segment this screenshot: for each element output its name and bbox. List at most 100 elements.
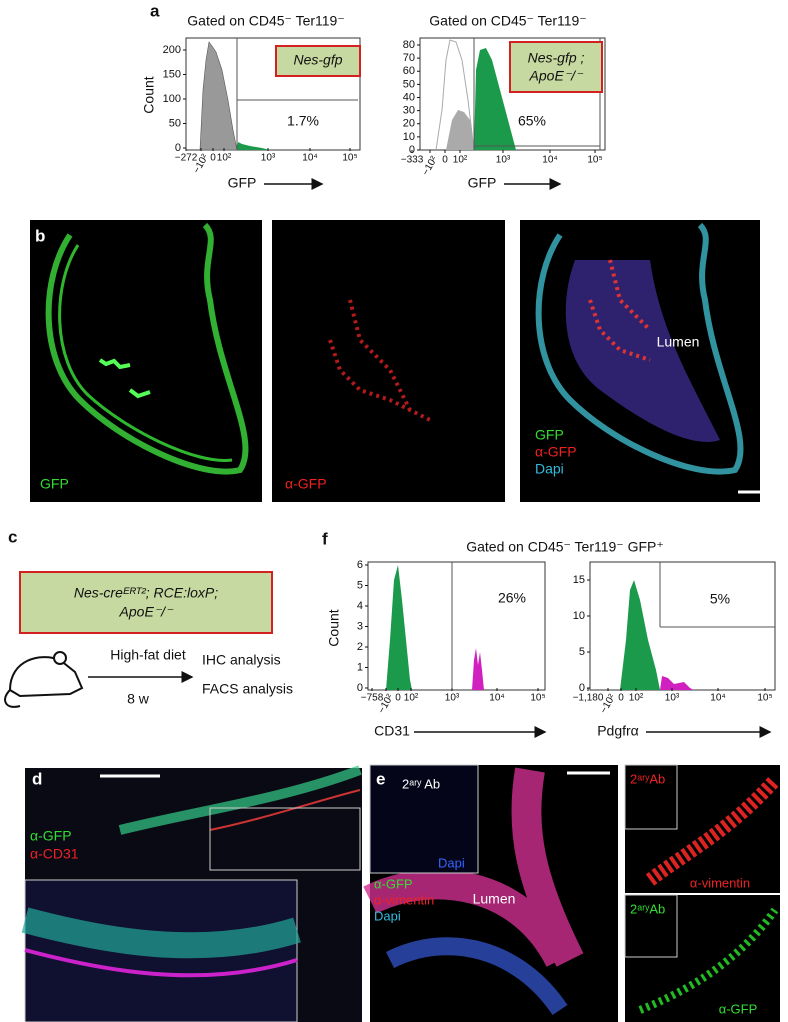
sample-name: Nes-gfp (293, 52, 342, 68)
y-axis-label: Count (141, 76, 157, 113)
x-tick-label: 10⁵ (342, 153, 357, 164)
x-tick-label: 10⁵ (757, 693, 772, 704)
y-tick-label: 10 (403, 131, 415, 143)
y-tick-label: 6 (357, 559, 363, 571)
y-tick-label: 0 (175, 142, 181, 154)
legend-entry: GFP (535, 427, 564, 443)
x-tick-label: 10⁵ (530, 693, 545, 704)
inset-stain: α-GFP (719, 1001, 758, 1016)
x-tick-label: 10³ (496, 155, 511, 166)
y-tick-label: 15 (573, 574, 585, 586)
histogram-a-right (419, 37, 606, 151)
x-tick-label: 10⁴ (542, 155, 557, 166)
x-axis-label: GFP (468, 175, 497, 191)
gate-percent: 5% (710, 591, 730, 607)
y-axis-label: Count (326, 609, 342, 646)
x-tick-label: −1,180 (573, 693, 604, 704)
y-tick-label: 3 (357, 620, 363, 632)
x-axis-label: GFP (228, 175, 257, 191)
y-tick-label: 20 (403, 118, 415, 130)
y-tick-label: 0 (357, 682, 363, 694)
y-tick-label: 1 (357, 661, 363, 673)
y-tick-label: 60 (403, 65, 415, 77)
y-tick-label: 50 (169, 117, 181, 129)
panel-c-graphics (4, 571, 273, 708)
x-tick-label: 10² (404, 693, 419, 704)
outcome: IHC analysis (202, 652, 281, 668)
x-tick-label: 10⁴ (302, 153, 317, 164)
image-b-merge (520, 220, 765, 502)
inset-title: 2ᵃʳʸAb (630, 771, 665, 786)
panel-label: e (376, 769, 385, 788)
y-tick-label: 200 (163, 44, 181, 56)
histogram-f-left (367, 561, 546, 691)
x-axis-label: CD31 (374, 723, 410, 739)
x-tick-label: 0 (395, 693, 401, 704)
x-tick-label: 10³ (445, 693, 460, 704)
plot-title: Gated on CD45⁻ Ter119⁻ GFP⁺ (466, 539, 664, 555)
y-tick-label: 80 (403, 39, 415, 51)
diet: High-fat diet (110, 647, 186, 663)
histogram-a-left (185, 37, 361, 151)
duration: 8 w (127, 691, 150, 707)
inset-title: 2ᵃʳʸ Ab (402, 776, 440, 791)
x-tick-label: 10³ (665, 693, 680, 704)
image-label: α-GFP (285, 476, 327, 492)
legend-entry: α-GFP (535, 444, 577, 460)
panel-label: c (8, 527, 17, 546)
x-tick-label: 0 (618, 693, 624, 704)
gate-percent: 65% (518, 113, 546, 129)
gate-percent: 1.7% (287, 113, 319, 129)
y-tick-label: 100 (163, 93, 181, 105)
y-tick-label: 0 (579, 682, 585, 694)
x-tick-label: 0 (210, 153, 216, 164)
sample-name: Nes-gfp ; (528, 50, 585, 66)
legend-entry: α-vimentin (374, 892, 434, 907)
y-tick-label: 2 (357, 641, 363, 653)
inset-stain: α-vimentin (690, 875, 750, 890)
y-tick-label: 0 (409, 144, 415, 156)
image-b-agfp (272, 220, 505, 502)
panel-label: d (32, 769, 42, 788)
y-tick-label: 30 (403, 105, 415, 117)
x-tick-label: −758 (361, 693, 384, 704)
legend-entry: α-GFP (30, 828, 72, 844)
x-tick-label: 10⁴ (710, 693, 725, 704)
image-label: Lumen (473, 891, 516, 907)
y-tick-label: 10 (573, 610, 585, 622)
x-tick-label: −272 (175, 153, 198, 164)
x-tick-label: −10² (420, 154, 440, 178)
inset-title: 2ᵃʳʸAb (630, 901, 665, 916)
genotype: ApoE⁻/⁻ (119, 604, 175, 620)
outcome: FACS analysis (202, 681, 293, 697)
y-tick-label: 4 (357, 600, 363, 612)
genotype: Nes-creᴱᴿᵀ²; RCE:loxP; (74, 585, 218, 601)
panel-label: f (322, 529, 328, 548)
sample-name: ApoE⁻/⁻ (529, 68, 585, 84)
image-e (363, 764, 781, 1022)
x-tick-label: 10³ (261, 153, 276, 164)
x-tick-label: 10⁴ (489, 693, 504, 704)
y-tick-label: 40 (403, 91, 415, 103)
panel-label: b (35, 226, 45, 245)
y-tick-label: 150 (163, 68, 181, 80)
image-label: GFP (40, 476, 69, 492)
x-tick-label: 0 (442, 155, 448, 166)
y-tick-label: 5 (579, 646, 585, 658)
y-tick-label: 50 (403, 78, 415, 90)
x-tick-label: 10⁵ (587, 155, 602, 166)
x-tick-label: 10² (217, 153, 232, 164)
legend-entry: α-CD31 (30, 846, 79, 862)
panel-label: a (150, 1, 160, 20)
x-tick-label: 10² (629, 693, 644, 704)
inset-stain: Dapi (438, 855, 465, 870)
y-tick-label: 5 (357, 579, 363, 591)
legend-entry: Dapi (535, 461, 564, 477)
image-label: Lumen (657, 334, 700, 350)
plot-title: Gated on CD45⁻ Ter119⁻ (429, 13, 586, 29)
legend-entry: α-GFP (374, 876, 413, 891)
histogram-f-right (589, 561, 776, 691)
x-tick-label: −333 (401, 155, 424, 166)
